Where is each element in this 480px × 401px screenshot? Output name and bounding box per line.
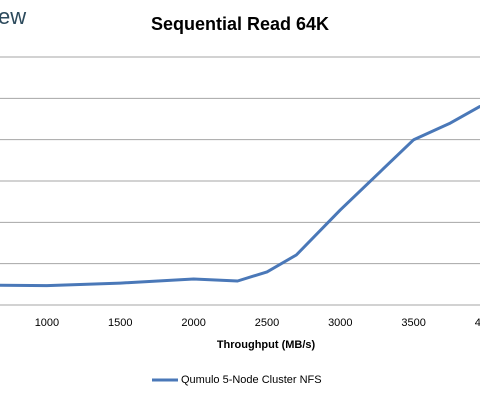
x-tick-label: 2500 <box>255 317 279 329</box>
x-tick-label: 1500 <box>108 317 132 329</box>
chart-title: Sequential Read 64K <box>151 14 329 34</box>
x-tick-label: 2000 <box>181 317 205 329</box>
x-tick-label: 4000 <box>475 317 480 329</box>
x-tick-label: 3000 <box>328 317 352 329</box>
x-tick-label: 3500 <box>401 317 425 329</box>
data-line <box>0 105 480 288</box>
logo: ew <box>0 4 26 29</box>
x-axis-label: Throughput (MB/s) <box>217 339 316 351</box>
x-tick-label: 1000 <box>35 317 59 329</box>
legend-label: Qumulo 5-Node Cluster NFS <box>181 374 322 386</box>
